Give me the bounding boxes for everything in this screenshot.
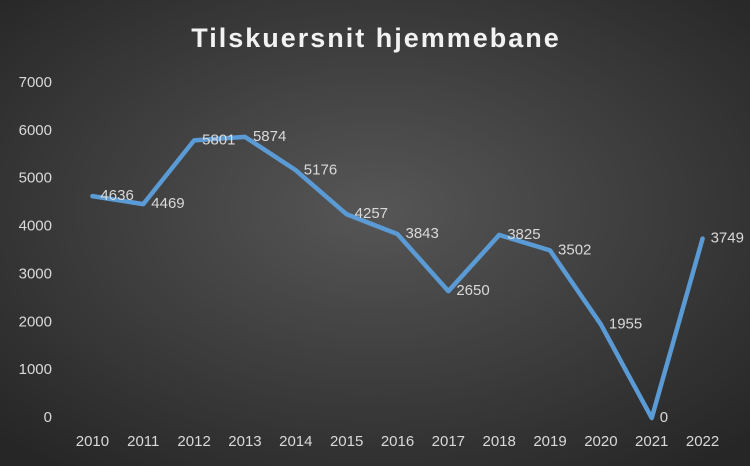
x-tick-label: 2016 <box>381 433 414 450</box>
x-tick-label: 2021 <box>635 433 668 450</box>
y-tick-label: 3000 <box>19 265 52 282</box>
chart-title: Tilskuersnit hjemmebane <box>191 23 561 53</box>
data-label: 3843 <box>406 225 439 242</box>
y-tick-label: 0 <box>44 409 52 426</box>
x-tick-label: 2022 <box>686 433 719 450</box>
x-tick-label: 2014 <box>279 433 312 450</box>
y-tick-label: 4000 <box>19 218 52 235</box>
data-label: 4636 <box>100 187 133 204</box>
data-label: 5801 <box>202 131 235 148</box>
line <box>90 134 705 421</box>
data-label: 4469 <box>151 195 184 212</box>
data-label: 5874 <box>253 128 286 145</box>
x-tick-label: 2013 <box>228 433 261 450</box>
data-label: 0 <box>660 409 668 426</box>
data-label: 1955 <box>609 315 642 332</box>
x-tick-label: 2010 <box>76 433 109 450</box>
x-tick-label: 2011 <box>127 433 159 450</box>
x-tick-label: 2017 <box>432 433 465 450</box>
data-label: 5176 <box>304 161 337 178</box>
y-tick-label: 1000 <box>19 361 52 378</box>
x-tick-label: 2015 <box>330 433 363 450</box>
x-tick-label: 2012 <box>177 433 210 450</box>
y-tick-label: 2000 <box>19 313 52 330</box>
data-label: 2650 <box>456 282 489 299</box>
x-tick-label: 2020 <box>584 433 617 450</box>
x-tick-label: 2019 <box>533 433 566 450</box>
y-tick-label: 5000 <box>19 170 52 187</box>
y-tick-label: 6000 <box>19 122 52 139</box>
data-label: 3749 <box>711 230 744 247</box>
y-tick-label: 7000 <box>19 74 52 91</box>
data-label: 3502 <box>558 241 591 258</box>
data-label: 4257 <box>355 205 388 222</box>
x-tick-label: 2018 <box>483 433 516 450</box>
data-label: 3825 <box>507 226 540 243</box>
